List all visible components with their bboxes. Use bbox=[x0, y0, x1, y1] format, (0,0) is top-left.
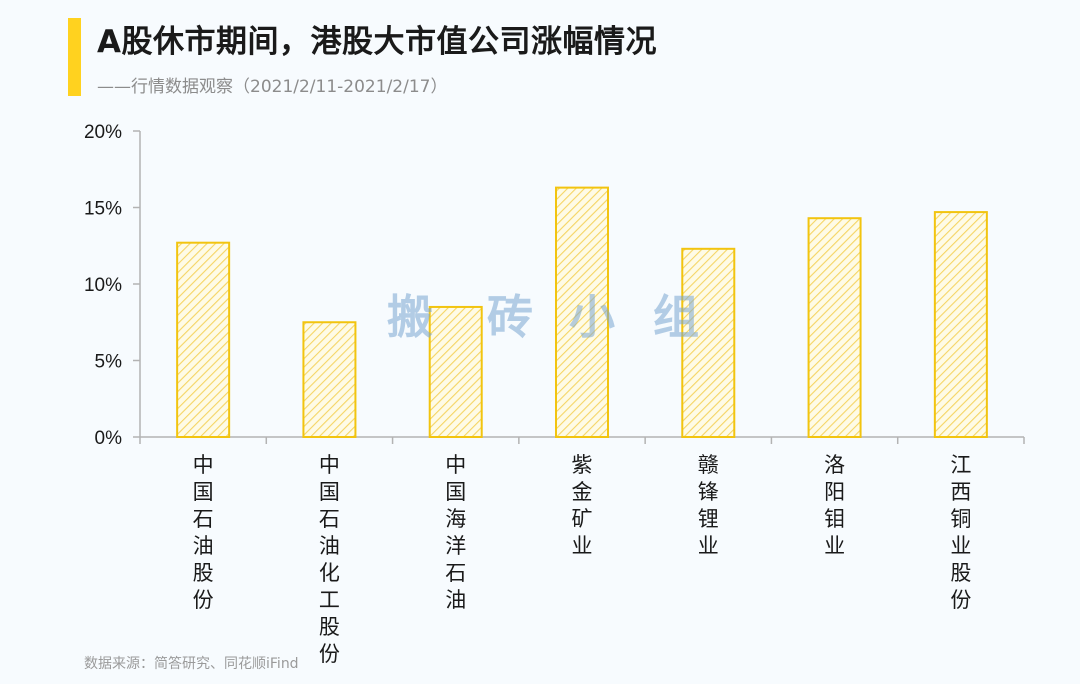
bar-6 bbox=[807, 217, 862, 438]
bar-2 bbox=[302, 321, 357, 438]
y-tick-label: 10% bbox=[84, 275, 122, 296]
watermark-char: 砖 bbox=[487, 290, 533, 344]
title-accent-bar bbox=[68, 18, 81, 96]
chart-subtitle: ——行情数据观察（2021/2/11-2021/2/17） bbox=[97, 77, 448, 97]
watermark-char: 组 bbox=[653, 290, 699, 344]
bar-4 bbox=[555, 186, 609, 438]
x-category-label: 紫金矿业 bbox=[572, 453, 593, 558]
y-tick-label: 15% bbox=[84, 199, 122, 220]
y-tick-label: 5% bbox=[95, 352, 123, 373]
bar-7 bbox=[933, 211, 988, 438]
x-category-label: 中国海洋石油 bbox=[445, 453, 466, 612]
bar-3 bbox=[428, 305, 483, 439]
y-tick-label: 20% bbox=[84, 122, 122, 143]
watermark-char: 小 bbox=[569, 290, 615, 344]
watermark-char: 搬 bbox=[387, 290, 433, 344]
x-category-label: 赣锋锂业 bbox=[698, 453, 719, 558]
x-category-label: 中国石油化工股份 bbox=[319, 453, 340, 666]
x-category-label: 中国石油股份 bbox=[193, 453, 214, 612]
y-tick-label: 0% bbox=[95, 428, 123, 449]
data-source-note: 数据来源：简答研究、同花顺iFind bbox=[84, 656, 299, 672]
bar-5 bbox=[681, 247, 736, 438]
x-category-label: 洛阳钼业 bbox=[824, 453, 845, 558]
x-category-label: 江西铜业股份 bbox=[950, 453, 971, 612]
bar-1 bbox=[176, 241, 231, 438]
chart-title: A股休市期间，港股大市值公司涨幅情况 bbox=[97, 24, 657, 60]
